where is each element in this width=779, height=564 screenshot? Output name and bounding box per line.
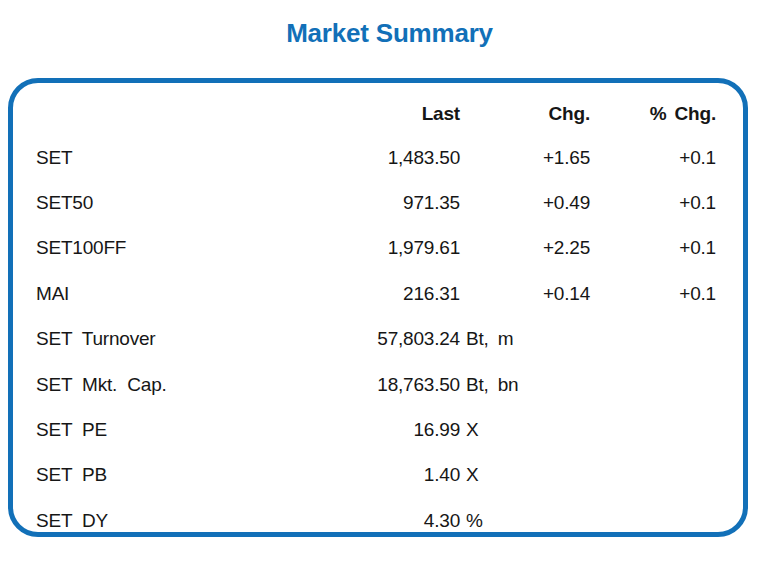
- row-last-unit: X: [460, 419, 526, 441]
- row-pct-value: +0.1: [590, 237, 716, 259]
- table-header-row: Last Chg. % Chg.: [36, 93, 716, 135]
- row-label: SET: [36, 147, 236, 169]
- table-row: SET PB 1.40 X: [36, 453, 716, 498]
- row-pct-value: +0.1: [590, 283, 716, 305]
- table-body: SET 1,483.50 +1.65 +0.1 SET50 971.35 +0.…: [36, 135, 716, 537]
- row-last-unit: %: [460, 510, 526, 532]
- row-label: MAI: [36, 283, 236, 305]
- column-header-chg: Chg.: [460, 103, 590, 125]
- row-pct-value: +0.1: [590, 147, 716, 169]
- table-row: SET DY 4.30 %: [36, 498, 716, 537]
- row-last-value: 4.30: [236, 510, 460, 532]
- row-pct-value: +0.1: [590, 192, 716, 214]
- table-row: SET100FF 1,979.61 +2.25 +0.1: [36, 226, 716, 271]
- row-last-value: 971.35: [236, 192, 460, 214]
- row-label: SET PE: [36, 419, 236, 441]
- table-row: SET50 971.35 +0.49 +0.1: [36, 180, 716, 225]
- row-label: SET Turnover: [36, 328, 236, 350]
- table-row: MAI 216.31 +0.14 +0.1: [36, 271, 716, 316]
- row-last-value: 1,483.50: [236, 147, 460, 169]
- row-label: SET PB: [36, 464, 236, 486]
- row-last-unit: Bt, bn: [460, 374, 526, 396]
- row-label: SET50: [36, 192, 236, 214]
- row-last-value: 18,763.50: [236, 374, 460, 396]
- row-label: SET DY: [36, 510, 236, 532]
- summary-table: Last Chg. % Chg. SET 1,483.50 +1.65 +0.1…: [13, 83, 743, 537]
- table-row: SET 1,483.50 +1.65 +0.1: [36, 135, 716, 180]
- row-chg-value: +1.65: [526, 147, 590, 169]
- row-label: SET Mkt. Cap.: [36, 374, 236, 396]
- table-row: SET Mkt. Cap. 18,763.50 Bt, bn: [36, 362, 716, 407]
- row-label: SET100FF: [36, 237, 236, 259]
- row-last-unit: Bt, m: [460, 328, 526, 350]
- row-last-value: 57,803.24: [236, 328, 460, 350]
- row-chg-value: +0.14: [526, 283, 590, 305]
- summary-card: Last Chg. % Chg. SET 1,483.50 +1.65 +0.1…: [8, 78, 748, 537]
- row-chg-value: +0.49: [526, 192, 590, 214]
- row-last-unit: X: [460, 464, 526, 486]
- row-last-value: 1,979.61: [236, 237, 460, 259]
- page-title: Market Summary: [0, 0, 779, 50]
- row-chg-value: +2.25: [526, 237, 590, 259]
- row-last-value: 1.40: [236, 464, 460, 486]
- row-last-value: 216.31: [236, 283, 460, 305]
- market-summary-page: Market Summary Last Chg. % Chg. SET 1,48…: [0, 0, 779, 564]
- column-header-pct-chg: % Chg.: [590, 103, 716, 125]
- column-header-last: Last: [236, 103, 460, 125]
- table-row: SET PE 16.99 X: [36, 407, 716, 452]
- table-row: SET Turnover 57,803.24 Bt, m: [36, 317, 716, 362]
- row-last-value: 16.99: [236, 419, 460, 441]
